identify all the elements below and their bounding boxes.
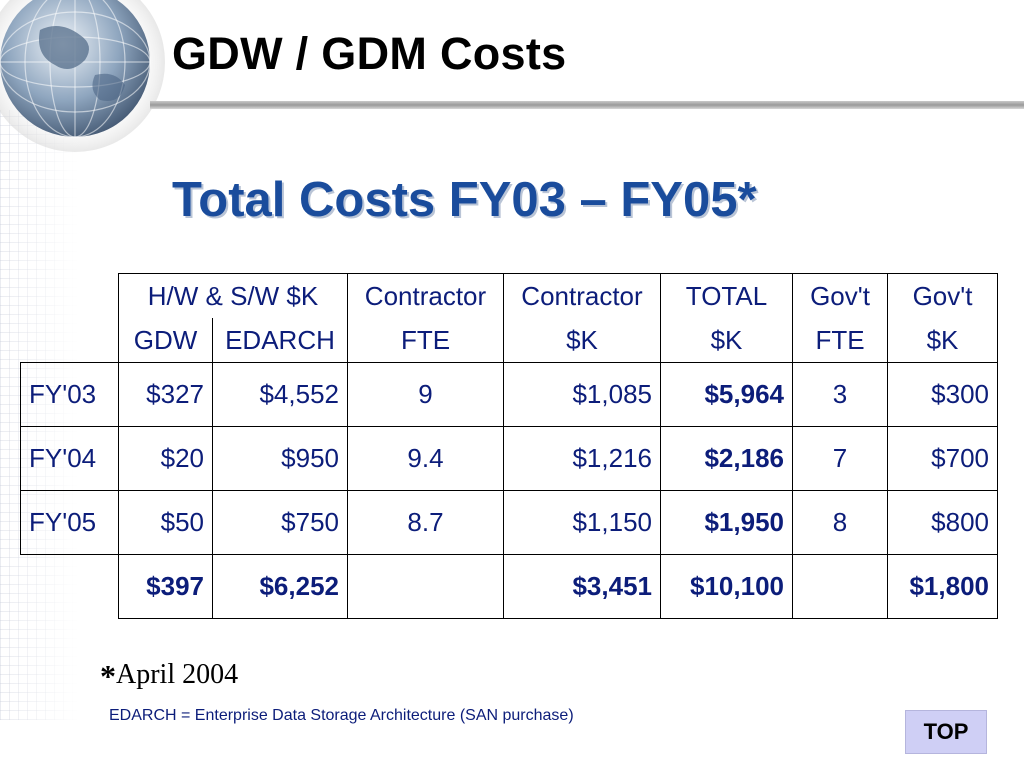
edarch-definition-note: EDARCH = Enterprise Data Storage Archite…: [109, 707, 574, 724]
header-govt-k-line2: $K: [926, 325, 959, 355]
cell-gdw: $50: [118, 490, 213, 555]
header-govt-fte: Gov't FTE: [792, 273, 888, 363]
header-govt-k: Gov't $K: [887, 273, 998, 363]
header-hw-sw-label: H/W & S/W $K: [147, 281, 319, 311]
header-hw-sw: H/W & S/W $K GDW EDARCH: [118, 273, 348, 363]
table-row: FY'05 $50 $750 8.7 $1,150 $1,950 8 $800: [20, 490, 998, 555]
total-govt-k: $1,800: [887, 554, 998, 619]
table-row: FY'03 $327 $4,552 9 $1,085 $5,964 3 $300: [20, 362, 998, 427]
total-edarch: $6,252: [212, 554, 348, 619]
table-header-row: H/W & S/W $K GDW EDARCH Contractor FTE C…: [21, 273, 998, 363]
cell-govt-fte: 8: [792, 490, 888, 555]
totals-empty-cell: [21, 555, 119, 619]
cell-gdw: $327: [118, 362, 213, 427]
top-button[interactable]: TOP: [905, 710, 987, 754]
cell-year: FY'03: [20, 362, 119, 427]
footnote-date: April 2004: [116, 659, 239, 690]
cell-govt-k: $800: [887, 490, 998, 555]
header-total-line2: $K: [710, 325, 743, 355]
header-empty-cell: [21, 274, 119, 363]
cell-edarch: $750: [212, 490, 348, 555]
subtitle: Total Costs FY03 – FY05*: [172, 173, 757, 227]
header-contractor-k-line2: $K: [566, 325, 598, 355]
cell-contractor-fte: 9.4: [347, 426, 504, 491]
total-gdw: $397: [118, 554, 213, 619]
header-gdw: GDW: [119, 318, 213, 362]
cell-contractor-k: $1,150: [503, 490, 661, 555]
cell-govt-k: $300: [887, 362, 998, 427]
header-govt-fte-line2: FTE: [815, 325, 865, 355]
totals-row: $397 $6,252 $3,451 $10,100 $1,800: [21, 554, 998, 619]
cell-total: $5,964: [660, 362, 793, 427]
cell-contractor-fte: 9: [347, 362, 504, 427]
total-contractor-k: $3,451: [503, 554, 661, 619]
cell-govt-fte: 3: [792, 362, 888, 427]
header-govt-fte-line1: Gov't: [810, 281, 870, 311]
total-govt-fte: [792, 554, 888, 619]
cell-govt-fte: 7: [792, 426, 888, 491]
header-total: TOTAL $K: [660, 273, 793, 363]
header-contractor-k-line1: Contractor: [521, 281, 643, 311]
header-contractor-fte: Contractor FTE: [347, 273, 504, 363]
cell-contractor-fte: 8.7: [347, 490, 504, 555]
footnote: *April 2004: [100, 658, 238, 695]
header-govt-k-line1: Gov't: [912, 281, 973, 311]
header-total-line1: TOTAL: [685, 281, 768, 311]
cell-year: FY'04: [20, 426, 119, 491]
header-contractor-fte-line1: Contractor: [364, 281, 487, 311]
total-contractor-fte: [347, 554, 504, 619]
globe-logo: [0, 0, 170, 170]
cell-govt-k: $700: [887, 426, 998, 491]
footnote-asterisk: *: [100, 658, 116, 694]
total-total: $10,100: [660, 554, 793, 619]
header-edarch: EDARCH: [225, 325, 335, 355]
cell-edarch: $950: [212, 426, 348, 491]
header-contractor-fte-line2: FTE: [400, 325, 451, 355]
header-contractor-k: Contractor $K: [503, 273, 661, 363]
cell-total: $2,186: [660, 426, 793, 491]
page-title: GDW / GDM Costs: [172, 28, 567, 79]
header-divider: [150, 101, 1024, 109]
cell-contractor-k: $1,216: [503, 426, 661, 491]
cell-contractor-k: $1,085: [503, 362, 661, 427]
cell-year: FY'05: [20, 490, 119, 555]
table-row: FY'04 $20 $950 9.4 $1,216 $2,186 7 $700: [20, 426, 998, 491]
cell-edarch: $4,552: [212, 362, 348, 427]
cell-gdw: $20: [118, 426, 213, 491]
cell-total: $1,950: [660, 490, 793, 555]
costs-table: H/W & S/W $K GDW EDARCH Contractor FTE C…: [20, 273, 998, 619]
